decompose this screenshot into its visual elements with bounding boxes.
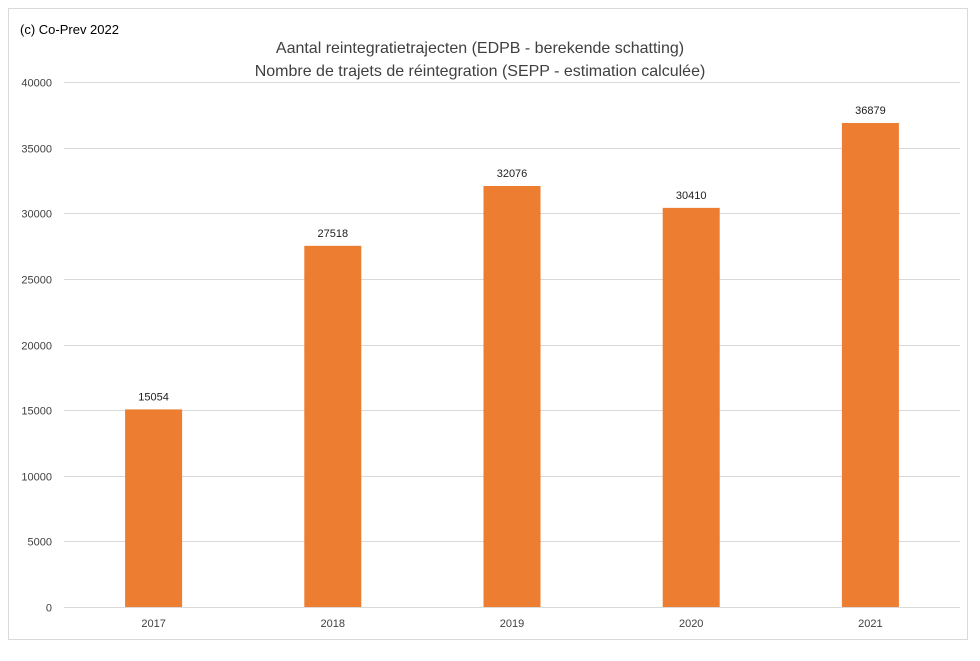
x-tick-label-2020: 2020 xyxy=(679,618,703,630)
y-tick-label: 10000 xyxy=(21,472,52,484)
x-axis: 2017 2018 2019 2020 2021 xyxy=(141,618,882,630)
y-tick-label: 20000 xyxy=(21,341,52,353)
data-label-2020: 30410 xyxy=(676,190,707,202)
bar-2018 xyxy=(304,245,362,608)
chart-subtitle: Nombre de trajets de réintegration (SEPP… xyxy=(254,63,706,80)
bar-2017 xyxy=(125,409,183,607)
y-tick-label: 5000 xyxy=(28,537,52,549)
bar-2020 xyxy=(662,207,720,607)
bars: 15054 27518 32076 30410 36879 xyxy=(125,105,899,608)
data-label-2017: 15054 xyxy=(138,391,169,403)
y-tick-label: 25000 xyxy=(21,275,52,287)
data-label-2021: 36879 xyxy=(855,105,886,117)
chart-title: Aantal reintegratietrajecten (EDPB - ber… xyxy=(275,40,685,57)
y-tick-label: 40000 xyxy=(21,78,52,90)
y-tick-label: 30000 xyxy=(21,209,52,221)
data-label-2019: 32076 xyxy=(497,168,528,180)
y-tick-label: 15000 xyxy=(21,406,52,418)
copyright-label: (c) Co-Prev 2022 xyxy=(20,22,119,37)
bar-2019 xyxy=(483,186,541,607)
y-axis: 0 5000 10000 15000 20000 25000 30000 35000 40000 xyxy=(21,78,52,615)
bar-2021 xyxy=(841,122,899,607)
x-tick-label-2021: 2021 xyxy=(858,618,882,630)
y-tick-label: 0 xyxy=(46,603,52,615)
x-tick-label-2017: 2017 xyxy=(141,618,165,630)
y-tick-label: 35000 xyxy=(21,144,52,156)
x-tick-label-2019: 2019 xyxy=(500,618,524,630)
x-tick-label-2018: 2018 xyxy=(321,618,345,630)
data-label-2018: 27518 xyxy=(318,228,349,240)
